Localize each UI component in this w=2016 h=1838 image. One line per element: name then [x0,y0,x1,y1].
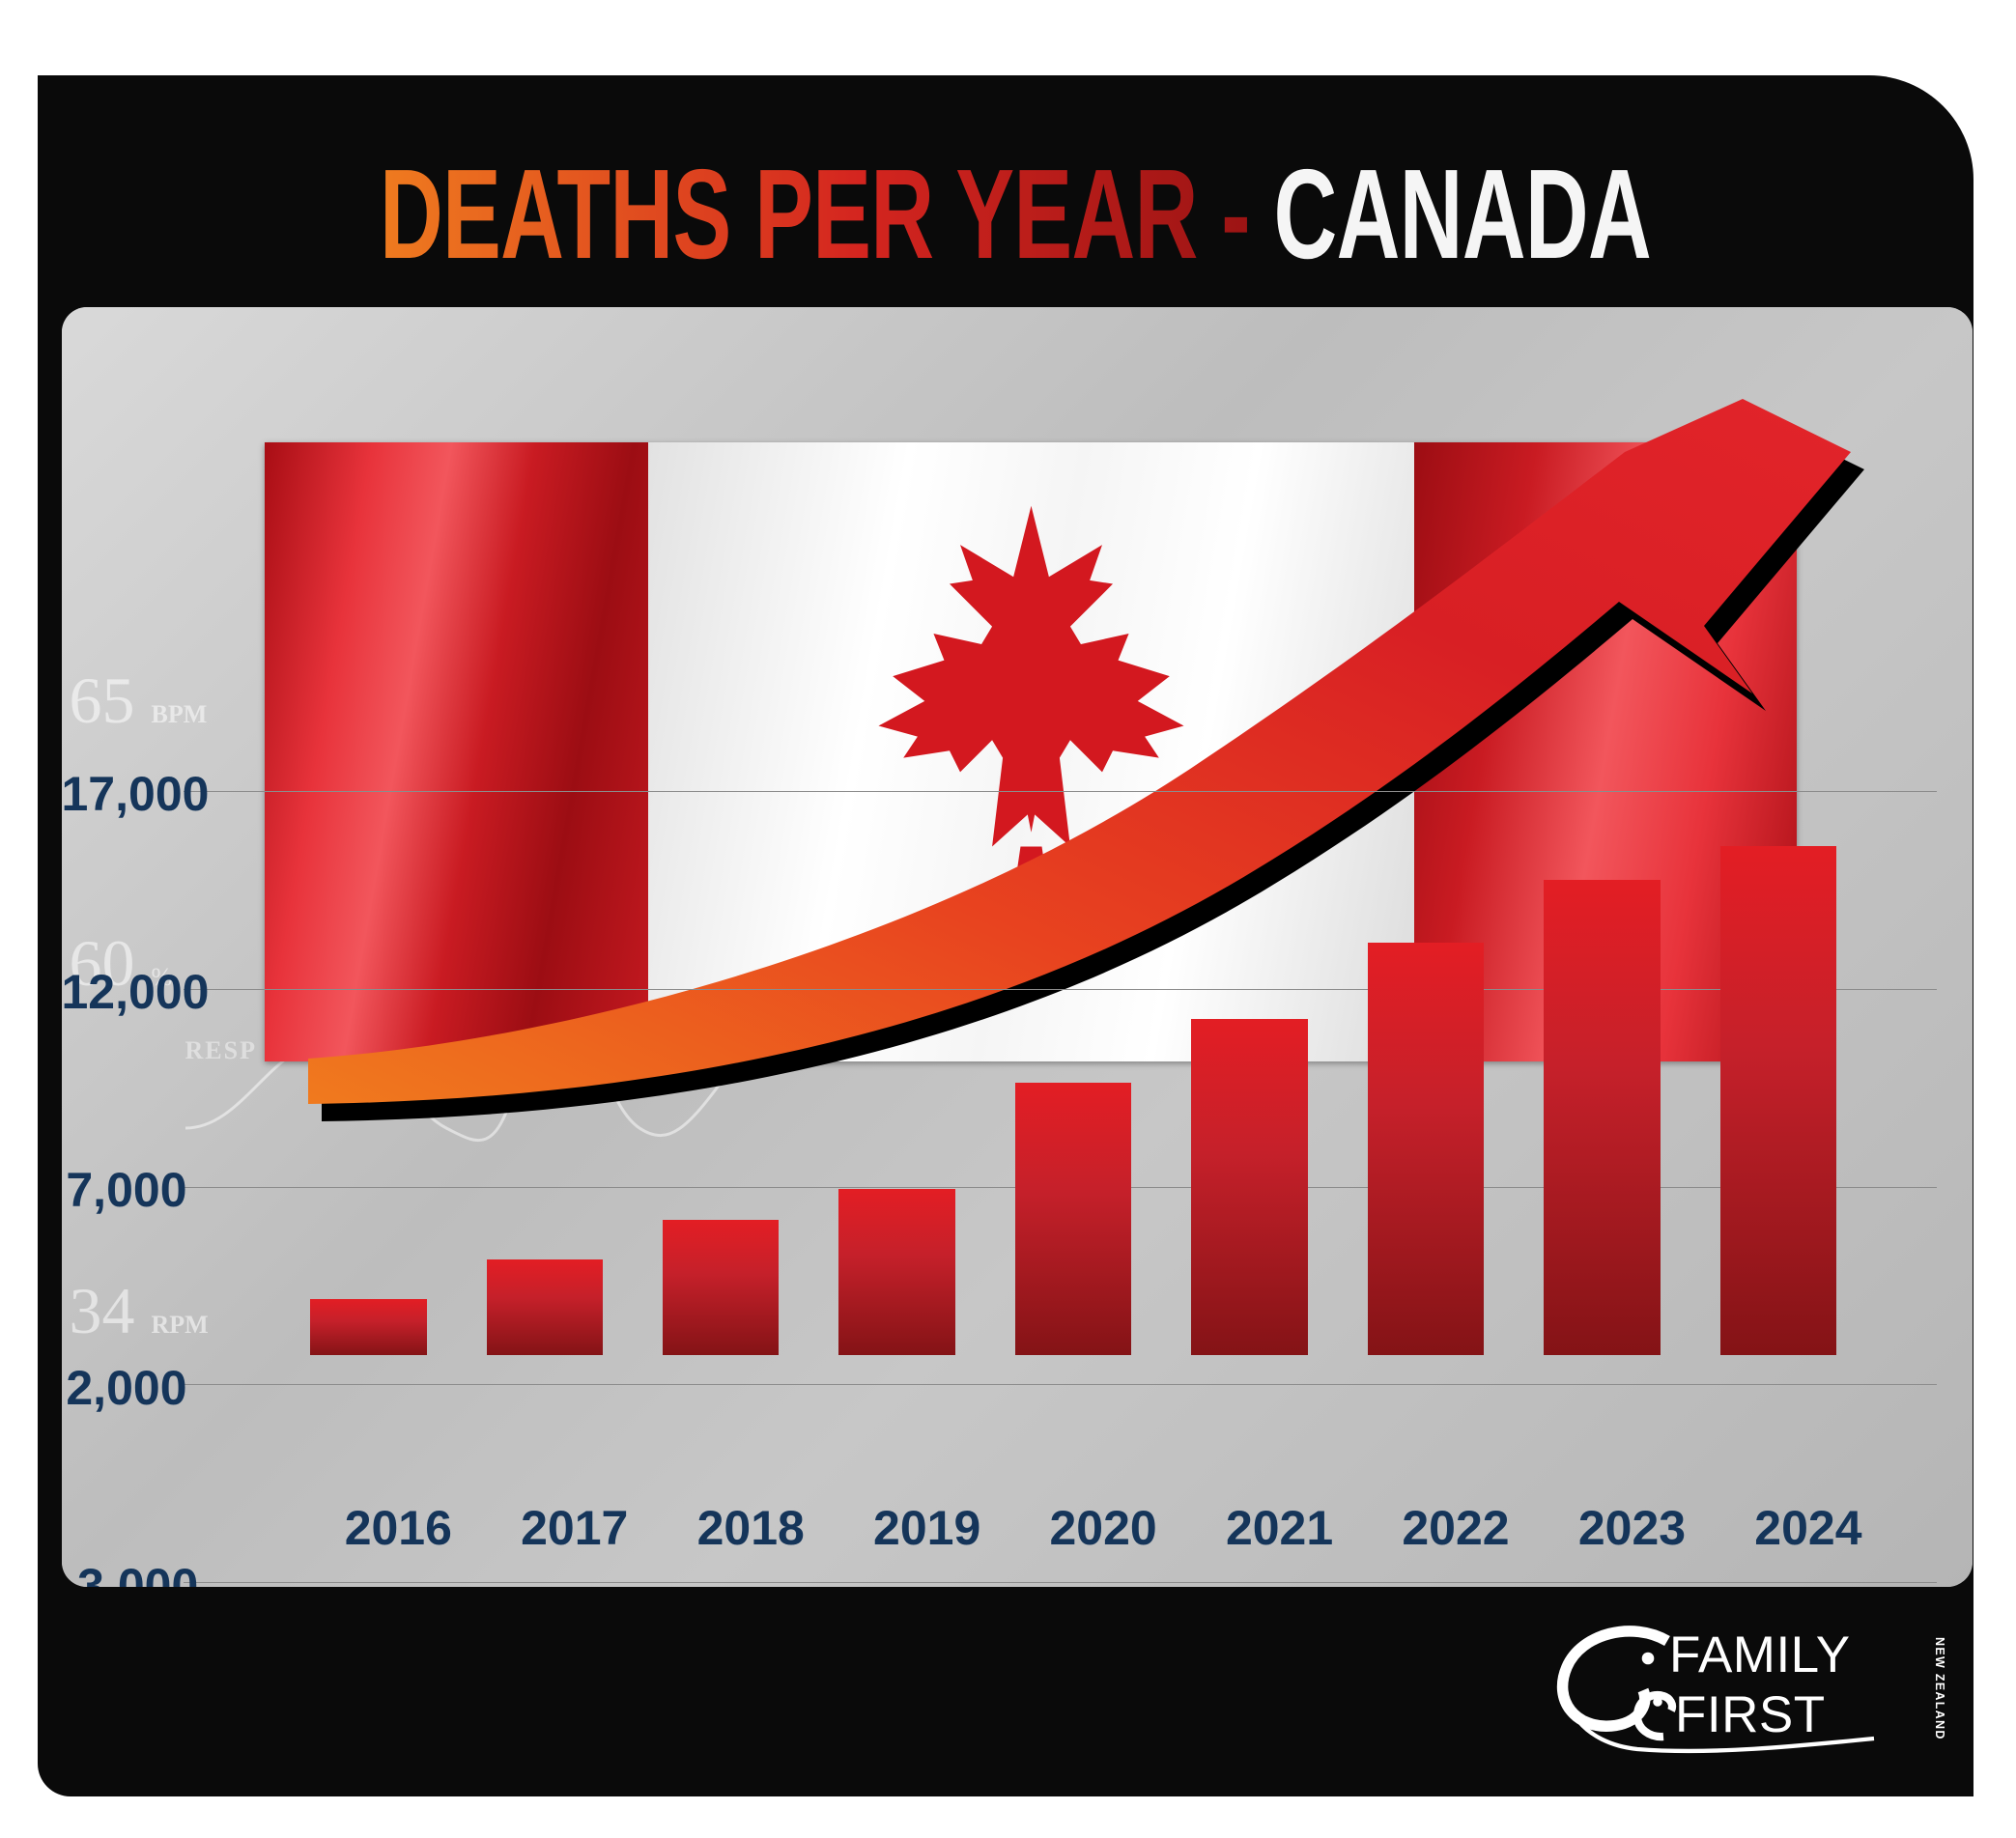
svg-text:FAMILY: FAMILY [1669,1626,1851,1683]
svg-text:NEW ZEALAND: NEW ZEALAND [1933,1637,1946,1740]
svg-text:FIRST: FIRST [1675,1686,1826,1743]
